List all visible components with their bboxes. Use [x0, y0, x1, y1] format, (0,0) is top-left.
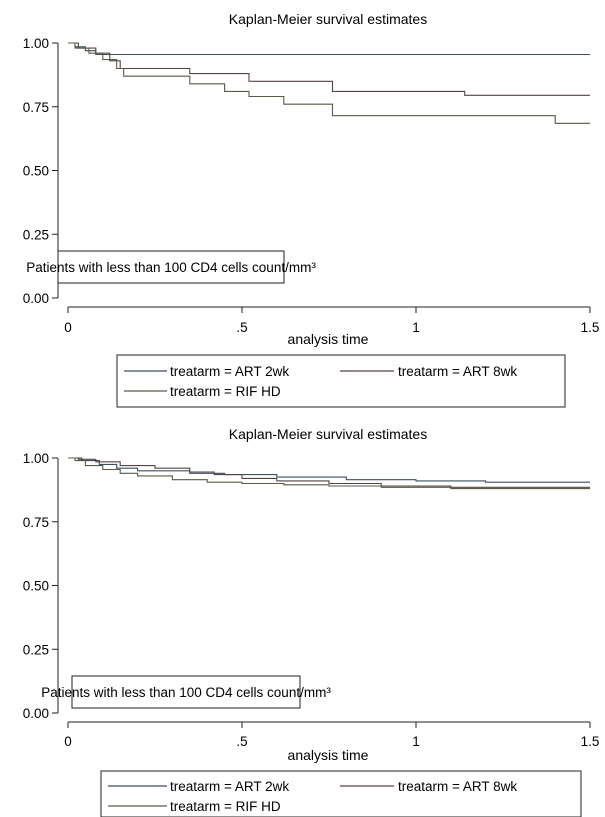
- series-line-treatarm-art-2wk: [68, 42, 590, 56]
- legend-label-art-2wk: treatarm = ART 2wk: [170, 364, 289, 379]
- y-tick-label: 0.50: [23, 164, 49, 179]
- y-tick-label: 0.75: [23, 515, 49, 530]
- x-tick-label: .5: [236, 320, 247, 335]
- y-tick-label: 0.75: [23, 100, 49, 115]
- y-tick-label: 1.00: [23, 451, 49, 466]
- x-tick-label: 1.5: [581, 734, 600, 749]
- y-tick-label: 0.00: [23, 706, 49, 721]
- y-tick-label: 0.25: [23, 227, 49, 242]
- x-tick-label: 1: [412, 320, 420, 335]
- legend-label-rif-hd: treatarm = RIF HD: [170, 384, 281, 399]
- annotation-box: Patients with less than 100 CD4 cells co…: [26, 250, 316, 284]
- plot-area: 0.00 0.25 0.50 0.75 1.00 0 .5 1 1.5: [23, 451, 600, 749]
- y-tick-label: 1.00: [23, 36, 49, 51]
- series-line-treatarm-rif-hd: [68, 457, 590, 490]
- legend-label-art-8wk: treatarm = ART 8wk: [398, 364, 517, 379]
- chart-title: Kaplan-Meier survival estimates: [229, 426, 427, 442]
- plot-area: 0.00 0.25 0.50 0.75 1.00 0 .5 1 1.5: [23, 36, 600, 335]
- annotation-text: Patients with less than 100 CD4 cells co…: [41, 685, 331, 700]
- x-tick-label: 0: [64, 734, 72, 749]
- x-tick-label: 1.5: [581, 320, 600, 335]
- x-axis-label: analysis time: [288, 747, 369, 763]
- x-tick-label: 1: [412, 734, 420, 749]
- series-line-treatarm-art-2wk: [68, 457, 590, 483]
- y-tick-label: 0.50: [23, 579, 49, 594]
- chart-title: Kaplan-Meier survival estimates: [229, 11, 427, 27]
- annotation-text: Patients with less than 100 CD4 cells co…: [26, 260, 316, 275]
- y-tick-label: 0.00: [23, 291, 49, 306]
- annotation-frame: [57, 250, 285, 284]
- series-line-treatarm-art-8wk: [68, 457, 590, 488]
- legend-label-art-8wk: treatarm = ART 8wk: [398, 779, 517, 794]
- annotation-frame: [71, 675, 301, 709]
- series-line-treatarm-rif-hd: [68, 42, 590, 124]
- x-tick-label: .5: [236, 734, 247, 749]
- chart-panel-2: Kaplan-Meier survival estimates 0.00 0.25…: [23, 426, 600, 817]
- legend: treatarm = ART 2wk treatarm = ART 8wk tr…: [116, 354, 566, 408]
- legend-frame: [100, 770, 582, 817]
- legend-label-art-2wk: treatarm = ART 2wk: [170, 779, 289, 794]
- x-tick-label: 0: [64, 320, 72, 335]
- legend: treatarm = ART 2wk treatarm = ART 8wk tr…: [100, 770, 582, 817]
- series-line-treatarm-art-8wk: [68, 42, 590, 96]
- y-tick-label: 0.25: [23, 642, 49, 657]
- legend-label-rif-hd: treatarm = RIF HD: [170, 799, 281, 814]
- legend-frame: [116, 354, 566, 408]
- annotation-box: Patients with less than 100 CD4 cells co…: [41, 675, 331, 709]
- chart-panel-1: Kaplan-Meier survival estimates 0.00 0.25…: [23, 11, 600, 408]
- x-axis-label: analysis time: [288, 331, 369, 347]
